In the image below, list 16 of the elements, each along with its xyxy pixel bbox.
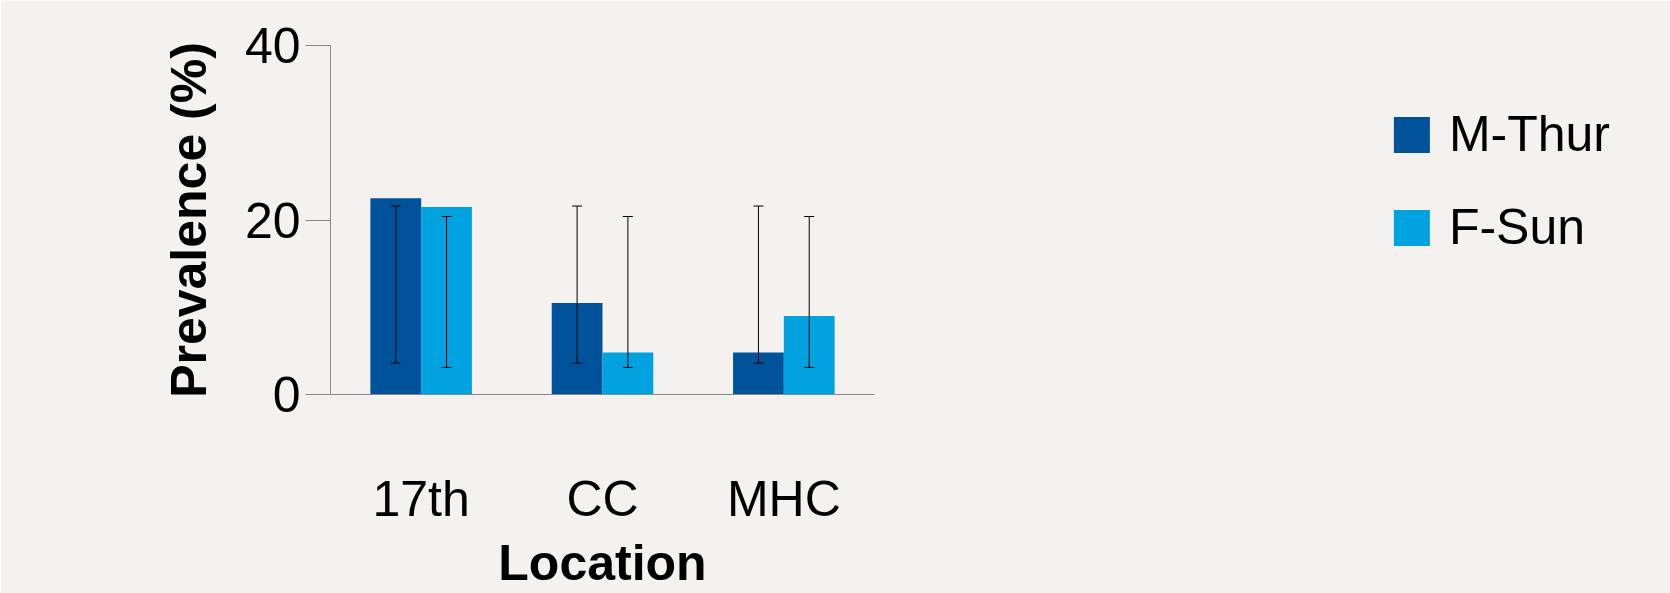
bar	[602, 352, 654, 395]
bar	[421, 206, 472, 395]
y-tick-label: 20	[244, 192, 301, 249]
bar	[783, 315, 835, 395]
bar	[370, 198, 422, 395]
x-tick-label: CC	[566, 470, 639, 527]
y-tick-label: 0	[272, 367, 301, 423]
x-tick-label: 17th	[372, 470, 470, 527]
x-axis-title: Location	[498, 534, 707, 591]
y-tick-label: 40	[244, 18, 301, 74]
legend-label: M-Thur	[1448, 105, 1610, 163]
y-axis-title: Prevalence (%)	[160, 42, 217, 398]
legend-label: F-Sun	[1448, 198, 1586, 256]
bar	[733, 352, 784, 395]
x-tick-label: MHC	[726, 470, 841, 527]
bar	[551, 302, 603, 395]
